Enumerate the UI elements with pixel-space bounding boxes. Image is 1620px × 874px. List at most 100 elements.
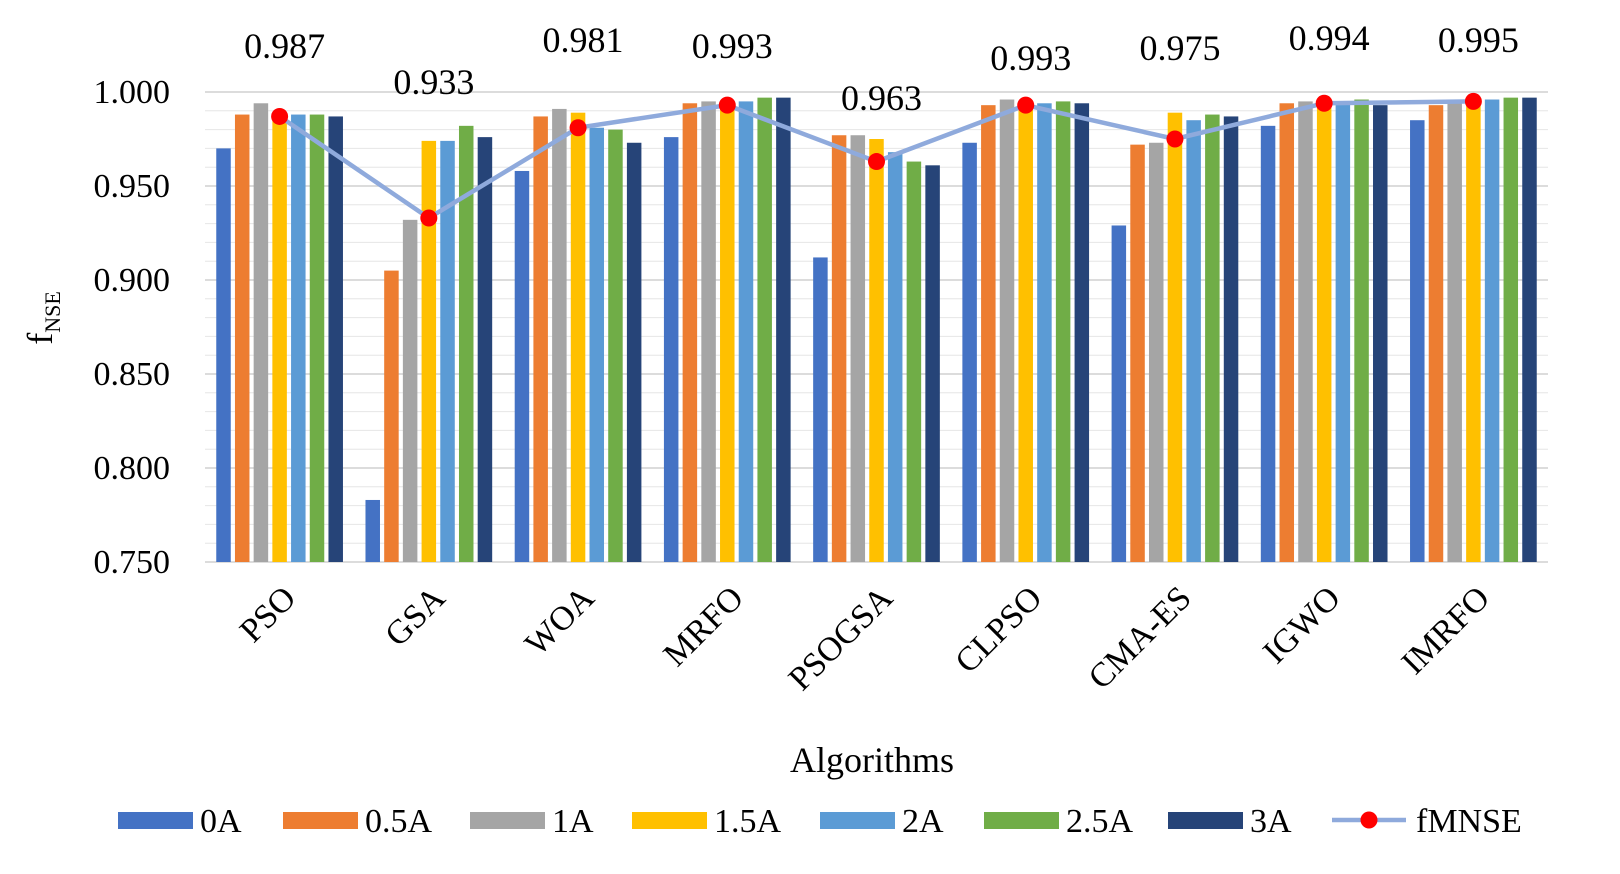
- bar-mrfo-1_5a: [720, 103, 735, 562]
- bar-pso-3a: [328, 116, 343, 562]
- bar-imrfo-1_5a: [1466, 99, 1481, 563]
- x-tick-label: CMA-ES: [1082, 579, 1199, 696]
- bar-cma-es-0_5a: [1130, 144, 1145, 562]
- bar-igwo-1a: [1298, 101, 1313, 563]
- bar-clpso-1a: [999, 99, 1015, 563]
- legend-label: 0.5A: [365, 803, 433, 840]
- legend-swatch: [118, 812, 193, 829]
- x-tick-label: MRFO: [657, 579, 751, 673]
- legend-swatch: [283, 812, 358, 829]
- bar-gsa-0a: [365, 499, 380, 562]
- bar-mrfo-0a: [663, 137, 679, 562]
- bar-cma-es-0a: [1111, 225, 1127, 563]
- fmnse-marker: [1315, 94, 1333, 112]
- legend: 0A 0.5A 1A 1.5A 2A 2.5A 3A fMNSE: [118, 803, 1522, 840]
- fmnse-marker: [1464, 92, 1482, 110]
- legend-label: 1A: [552, 803, 594, 840]
- legend-label: 3A: [1250, 803, 1292, 840]
- legend-swatch: [984, 812, 1059, 829]
- x-tick-label: PSO: [233, 579, 303, 649]
- bar-pso-0a: [216, 148, 231, 562]
- bar-woa-1_5a: [570, 112, 586, 563]
- fmnse-data-label: 0.993: [692, 26, 773, 66]
- bar-mrfo-3a: [776, 97, 791, 562]
- fmnse-marker: [420, 209, 438, 227]
- bar-woa-2a: [589, 127, 605, 562]
- fmnse-line-group: [271, 92, 1482, 227]
- bar-psogsa-1_5a: [869, 139, 884, 562]
- fmnse-data-label: 0.987: [244, 26, 325, 66]
- bar-imrfo-2a: [1484, 99, 1500, 563]
- bar-mrfo-2a: [738, 101, 754, 563]
- fmnse-marker: [718, 96, 736, 114]
- x-tick-label: IMRFO: [1395, 579, 1497, 681]
- bar-woa-0_5a: [533, 116, 548, 562]
- bar-gsa-2a: [440, 140, 455, 562]
- bar-gsa-1_5a: [421, 140, 437, 562]
- bar-clpso-1_5a: [1018, 101, 1033, 563]
- x-tick-label: PSOGSA: [782, 579, 901, 698]
- x-axis-ticks: PSO GSA WOA MRFO PSOGSA CLPSO CMA-ES IGWO IMRFO: [233, 579, 1497, 698]
- x-axis-title: Algorithms: [790, 740, 954, 780]
- bar-imrfo-0_5a: [1428, 105, 1444, 562]
- x-tick-label: WOA: [518, 579, 602, 663]
- legend-label: fMNSE: [1416, 803, 1522, 840]
- y-tick-label: 0.850: [94, 356, 171, 393]
- bar-igwo-2_5a: [1354, 99, 1369, 563]
- fmnse-data-label: 0.975: [1139, 28, 1220, 68]
- bar-pso-1a: [253, 103, 269, 562]
- bar-clpso-2a: [1037, 103, 1052, 562]
- fmnse-marker: [1166, 130, 1184, 148]
- bar-woa-3a: [626, 142, 642, 562]
- fmnse-data-label: 0.963: [841, 78, 922, 118]
- bar-clpso-0a: [962, 142, 977, 562]
- fmnse-data-label: 0.994: [1289, 18, 1370, 58]
- bar-psogsa-2a: [887, 152, 903, 562]
- legend-swatch: [632, 812, 707, 829]
- y-axis-title-subscript: NSE: [40, 291, 65, 333]
- fmnse-marker: [271, 107, 289, 125]
- x-tick-label: GSA: [378, 579, 453, 654]
- bar-psogsa-3a: [925, 165, 940, 562]
- bar-woa-0a: [514, 170, 530, 562]
- y-tick-label: 0.900: [94, 262, 171, 299]
- bar-pso-1_5a: [272, 114, 287, 562]
- bar-gsa-2_5a: [458, 125, 474, 562]
- bar-imrfo-1a: [1447, 101, 1462, 563]
- bar-psogsa-2_5a: [906, 161, 922, 562]
- legend-label: 2.5A: [1066, 803, 1134, 840]
- bar-pso-2a: [291, 114, 306, 562]
- bar-igwo-3a: [1373, 105, 1388, 562]
- bar-gsa-0_5a: [384, 270, 399, 562]
- legend-swatch: [820, 812, 895, 829]
- fmnse-marker: [1017, 96, 1035, 114]
- bar-psogsa-0a: [813, 257, 828, 562]
- bar-gsa-1a: [402, 219, 418, 562]
- legend-swatch: [1168, 812, 1243, 829]
- bar-woa-2_5a: [608, 129, 623, 562]
- bar-gsa-3a: [477, 137, 493, 562]
- bar-igwo-1_5a: [1316, 99, 1332, 563]
- bar-cma-es-3a: [1223, 116, 1239, 562]
- bar-igwo-2a: [1335, 101, 1351, 563]
- bars-group: [216, 97, 1537, 563]
- bar-imrfo-3a: [1522, 97, 1537, 562]
- legend-label: 1.5A: [714, 803, 782, 840]
- data-labels: 0.987 0.933 0.981 0.993 0.963 0.993 0.975 0.994…: [244, 18, 1519, 118]
- y-axis-title-main: f: [20, 333, 60, 345]
- bar-clpso-0_5a: [981, 105, 996, 562]
- bar-woa-1a: [552, 108, 567, 563]
- bar-igwo-0a: [1260, 125, 1276, 562]
- y-axis-ticks: 0.750 0.800 0.850 0.900 0.950 1.000: [94, 74, 171, 581]
- fmnse-data-label: 0.993: [990, 38, 1071, 78]
- fmnse-data-label: 0.933: [393, 62, 474, 102]
- bar-psogsa-0_5a: [831, 135, 847, 563]
- y-tick-label: 0.800: [94, 450, 171, 487]
- fmnse-marker: [569, 119, 587, 137]
- y-axis-title: fNSE: [20, 291, 65, 345]
- bar-mrfo-1a: [701, 101, 716, 563]
- bar-pso-2_5a: [309, 114, 325, 562]
- bar-pso-0_5a: [234, 114, 250, 562]
- bar-igwo-0_5a: [1279, 103, 1295, 562]
